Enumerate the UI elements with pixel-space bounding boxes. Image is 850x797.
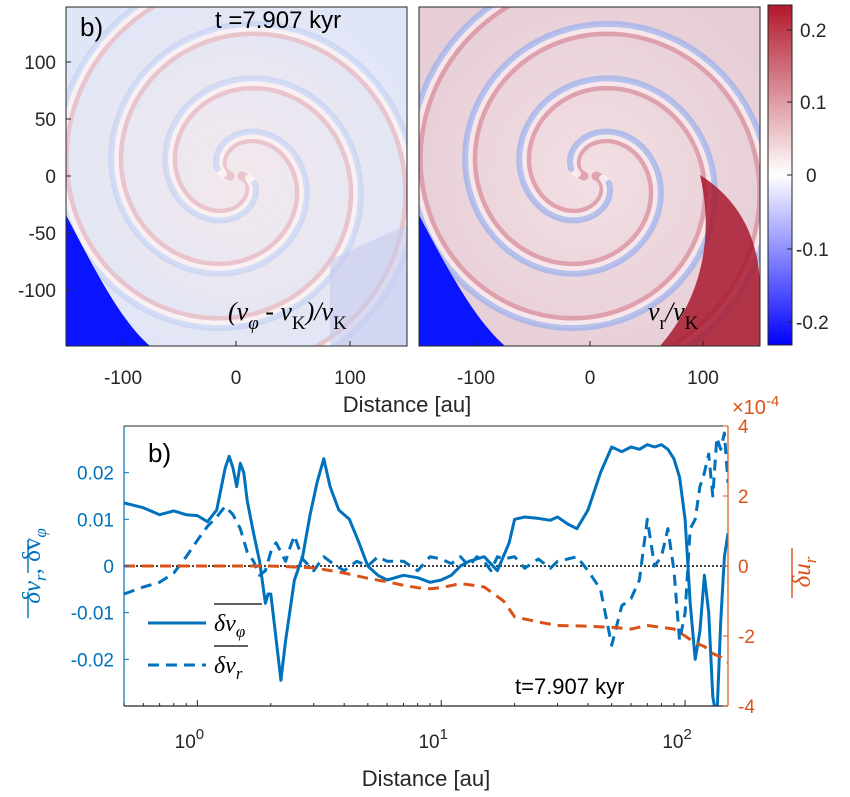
top-panel-letter: b): [80, 12, 103, 42]
right-map-swirl: [419, 7, 760, 346]
x-tick-label: 100: [175, 726, 204, 753]
left-map-x-tick: 100: [334, 368, 366, 389]
left-map-y-tick: 0: [45, 167, 56, 188]
bottom-panel-letter: b): [148, 438, 171, 468]
x-tick-label: 101: [418, 726, 447, 753]
series-line-1: [124, 431, 728, 647]
bottom-line-chart: 0.02 0.01 0 -0.01 -0.02 4 2 0 -2 -4 100 101 102 b) t…: [19, 393, 820, 791]
left-map-label: (vφ - vK)/vK: [228, 297, 347, 334]
swirl-arm: [419, 7, 715, 328]
left-map-x-axis: -100 0 100: [104, 341, 366, 389]
left-y-tick-label: 0.02: [77, 464, 114, 485]
left-map-y-axis: 100 50 0 -50 -100: [18, 53, 71, 302]
left-map-panel: b) t =7.907 kyr (vφ - vK)/vK 100 50 0 -5…: [18, 6, 408, 389]
right-y-tick-label: 0: [738, 557, 749, 578]
left-map-x-tick: 0: [231, 368, 242, 389]
colorbar-tick: -0.2: [796, 313, 829, 334]
bottom-right-y-label: δur: [789, 556, 820, 587]
colorbar-tick: -0.1: [796, 240, 829, 261]
left-y-tick-label: 0.01: [77, 510, 114, 531]
bottom-time-label: t=7.907 kyr: [515, 674, 624, 699]
colorbar-tick: 0.1: [800, 93, 826, 114]
swirl-arm: [462, 20, 760, 346]
right-map-x-tick: 100: [687, 368, 719, 389]
right-y-tick-label: -4: [738, 697, 755, 718]
right-map-void-region: [419, 215, 505, 346]
x-tick-label: 102: [662, 726, 691, 753]
swirl-arm: [419, 7, 718, 332]
swirl-arm: [111, 24, 407, 346]
bottom-legend: δvφ δvr: [148, 603, 262, 683]
bottom-right-multiplier: ×10-4: [732, 393, 779, 419]
right-y-tick-label: 4: [738, 417, 749, 438]
right-map-x-tick: 0: [585, 368, 596, 389]
bottom-left-y-label: δvr, δvφ: [19, 528, 50, 604]
series-line-2: [124, 564, 728, 664]
right-y-tick-label: -2: [738, 627, 755, 648]
swirl-arm: [66, 7, 364, 332]
left-map-y-tick: 100: [24, 53, 56, 74]
left-map-swirl: [66, 7, 407, 346]
right-map-panel: vr/vK -100 0 100: [418, 6, 761, 389]
top-time-label: t =7.907 kyr: [215, 7, 341, 34]
left-y-tick-label: -0.01: [71, 604, 114, 625]
right-map-hot-region: [660, 175, 760, 346]
left-map-y-tick: -50: [29, 224, 56, 245]
series-line-0: [124, 443, 728, 706]
left-y-tick-label: 0: [103, 557, 114, 578]
left-map-edge-region: [330, 225, 407, 346]
colorbar: 0.2 0.1 0 -0.1 -0.2: [767, 4, 829, 346]
bottom-x-axis-label: Distance [au]: [362, 766, 490, 791]
right-y-tick-label: 2: [738, 487, 749, 508]
top-x-axis-label: Distance [au]: [343, 392, 471, 417]
left-map-y-tick: 50: [35, 110, 56, 131]
swirl-arm: [465, 24, 760, 346]
swirl-arm: [108, 20, 407, 346]
left-map-void-region: [66, 215, 150, 346]
swirl-arm: [66, 7, 361, 328]
right-map-x-axis: -100 0 100: [457, 341, 719, 389]
legend-label-dvr: δvr: [214, 653, 243, 683]
right-map-label: vr/vK: [648, 297, 699, 334]
left-y-tick-label: -0.02: [71, 650, 114, 671]
colorbar-tick: 0.2: [800, 21, 826, 42]
legend-label-dvphi: δvφ: [214, 611, 245, 641]
left-map-x-tick: -100: [104, 368, 142, 389]
left-map-y-tick: -100: [18, 281, 56, 302]
right-map-x-tick: -100: [457, 368, 495, 389]
colorbar-tick: 0: [806, 166, 817, 187]
